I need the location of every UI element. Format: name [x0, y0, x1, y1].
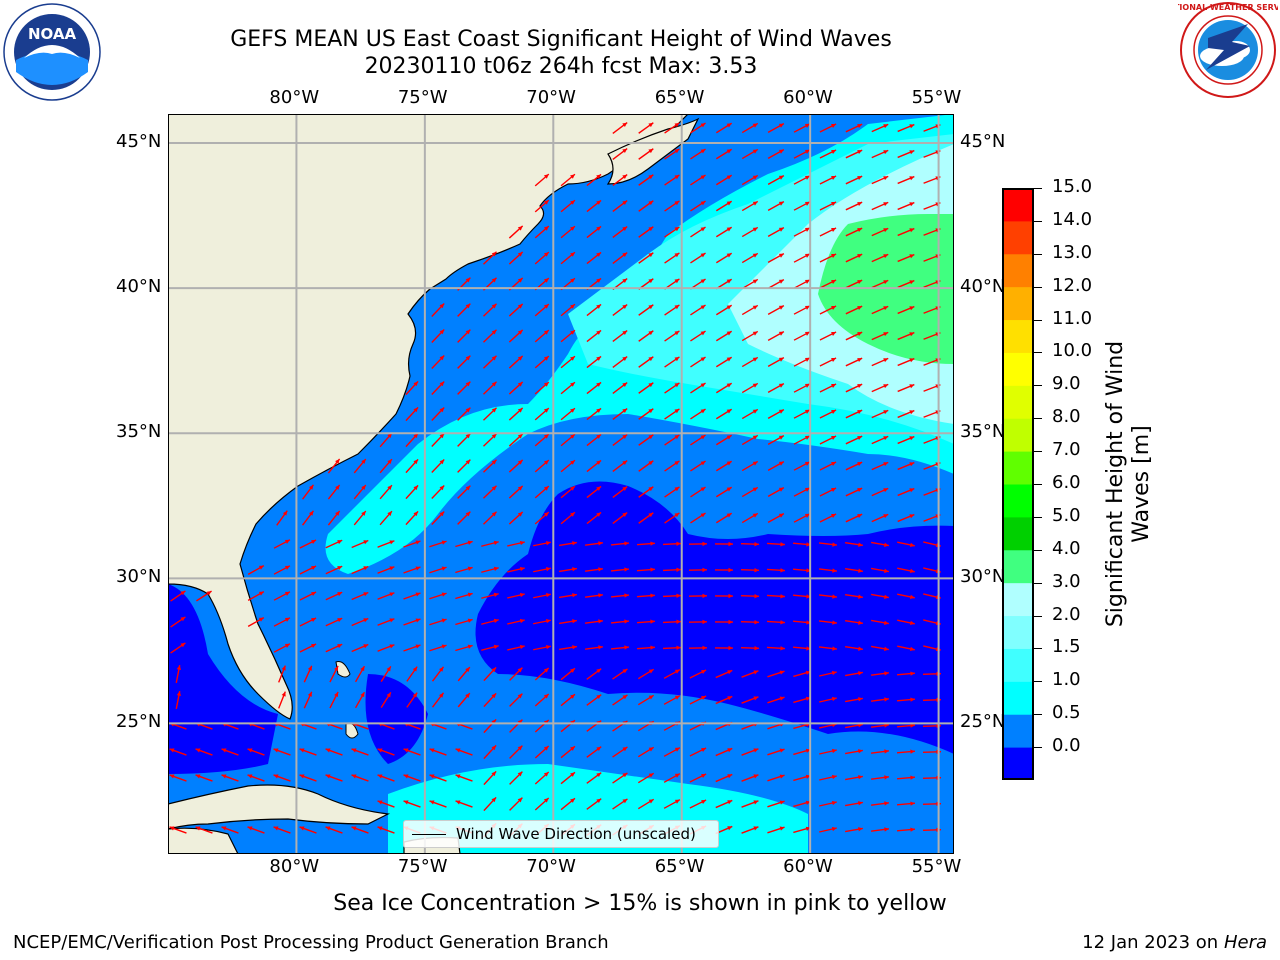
lat-label-right: 25°N	[960, 711, 1006, 733]
lat-label-right: 35°N	[960, 421, 1006, 443]
colorbar-segment	[1002, 385, 1034, 419]
colorbar-label: 0.0	[1052, 735, 1081, 757]
colorbar-segment	[1002, 451, 1034, 485]
colorbar-tick	[1034, 418, 1042, 420]
lon-label-bottom: 65°W	[654, 856, 705, 877]
colorbar-label: 1.5	[1052, 636, 1081, 658]
colorbar-segment	[1002, 286, 1034, 321]
colorbar-label: 4.0	[1052, 537, 1081, 559]
colorbar-label: 10.0	[1052, 340, 1093, 362]
credit-line: NCEP/EMC/Verification Post Processing Pr…	[13, 932, 609, 953]
colorbar-segment	[1002, 615, 1034, 649]
colorbar-label: 8.0	[1052, 406, 1081, 428]
colorbar-label: 12.0	[1052, 274, 1093, 296]
land-north-america	[168, 114, 689, 720]
colorbar-tick	[1034, 385, 1042, 387]
colorbar-tick	[1034, 484, 1042, 485]
colorbar-tick	[1034, 286, 1042, 288]
colorbar-segment	[1002, 188, 1034, 222]
lon-label-top: 75°W	[397, 87, 448, 108]
colorbar-segment	[1002, 253, 1034, 288]
lat-label-left: 30°N	[116, 566, 162, 588]
colorbar-segment	[1002, 220, 1034, 255]
colorbar-tick	[1034, 516, 1042, 518]
svg-text:NOAA: NOAA	[28, 25, 77, 43]
sea-ice-note: Sea Ice Concentration > 15% is shown in …	[333, 891, 947, 916]
map-title: GEFS MEAN US East Coast Significant Heig…	[230, 27, 892, 52]
legend-label: Wind Wave Direction (unscaled)	[456, 825, 696, 843]
colorbar-tick	[1034, 714, 1042, 716]
colorbar-tick	[1034, 319, 1042, 321]
noaa-logo: NOAA	[3, 3, 101, 101]
colorbar-segment	[1002, 582, 1034, 617]
lat-label-right: 30°N	[960, 566, 1006, 588]
colorbar-tick	[1034, 188, 1042, 189]
colorbar	[1002, 188, 1034, 780]
lon-label-top: 55°W	[911, 87, 962, 108]
date-stamp: 12 Jan 2023 on Hera	[1082, 932, 1267, 953]
lon-label-top: 80°W	[269, 87, 320, 108]
lon-label-bottom: 55°W	[911, 856, 962, 877]
colorbar-tick	[1034, 451, 1042, 453]
colorbar-tick	[1034, 615, 1042, 617]
lat-label-left: 25°N	[116, 711, 162, 733]
colorbar-label: 15.0	[1052, 176, 1093, 197]
lat-label-left: 45°N	[116, 131, 162, 153]
colorbar-label: 14.0	[1052, 208, 1093, 230]
colorbar-tick	[1034, 220, 1042, 222]
colorbar-label: 9.0	[1052, 373, 1081, 395]
map-subtitle: 20230110 t06z 264h fcst Max: 3.53	[364, 54, 758, 79]
lat-label-right: 45°N	[960, 131, 1006, 153]
legend-line-icon	[412, 833, 446, 835]
colorbar-tick	[1034, 549, 1042, 551]
svg-text:NATIONAL WEATHER SERVICE: NATIONAL WEATHER SERVICE	[1178, 3, 1278, 12]
wave-height-map	[168, 114, 954, 854]
colorbar-title: Significant Height of Wind Waves [m]	[1103, 340, 1154, 628]
sea-band-0.0-0.5	[475, 481, 954, 754]
colorbar-segment	[1002, 549, 1034, 584]
lon-label-top: 70°W	[526, 87, 576, 108]
nws-logo: NATIONAL WEATHER SERVICE	[1178, 2, 1278, 98]
colorbar-segment	[1002, 747, 1034, 780]
colorbar-label: 0.5	[1052, 702, 1081, 724]
graticule	[168, 114, 954, 854]
arrow-legend: Wind Wave Direction (unscaled)	[403, 820, 719, 848]
colorbar-tick	[1034, 352, 1042, 354]
lon-label-bottom: 80°W	[269, 856, 320, 877]
colorbar-segment	[1002, 484, 1034, 518]
land-cuba	[168, 784, 391, 830]
colorbar-tick	[1034, 253, 1042, 255]
lon-label-bottom: 75°W	[397, 856, 448, 877]
colorbar-label: 7.0	[1052, 439, 1081, 461]
lon-label-top: 60°W	[783, 87, 833, 108]
colorbar-label: 3.0	[1052, 570, 1081, 592]
colorbar-segment	[1002, 714, 1034, 748]
colorbar-label: 1.0	[1052, 669, 1081, 691]
colorbar-segment	[1002, 681, 1034, 715]
lat-label-left: 35°N	[116, 421, 162, 443]
colorbar-segment	[1002, 516, 1034, 551]
colorbar-label: 5.0	[1052, 504, 1081, 526]
colorbar-segment	[1002, 648, 1034, 682]
colorbar-label: 11.0	[1052, 307, 1093, 329]
colorbar-tick	[1034, 681, 1042, 683]
colorbar-tick	[1034, 648, 1042, 650]
lon-label-top: 65°W	[654, 87, 705, 108]
colorbar-segment	[1002, 352, 1034, 386]
colorbar-label: 6.0	[1052, 472, 1081, 493]
colorbar-segment	[1002, 319, 1034, 353]
colorbar-label: 13.0	[1052, 241, 1093, 263]
lat-label-right: 40°N	[960, 276, 1006, 298]
colorbar-label: 2.0	[1052, 603, 1081, 625]
lon-label-bottom: 60°W	[783, 856, 833, 877]
lon-label-bottom: 70°W	[526, 856, 576, 877]
lat-label-left: 40°N	[116, 276, 162, 298]
machine-name: Hera	[1223, 932, 1267, 953]
colorbar-tick	[1034, 582, 1042, 584]
colorbar-tick	[1034, 747, 1042, 749]
colorbar-segment	[1002, 418, 1034, 452]
